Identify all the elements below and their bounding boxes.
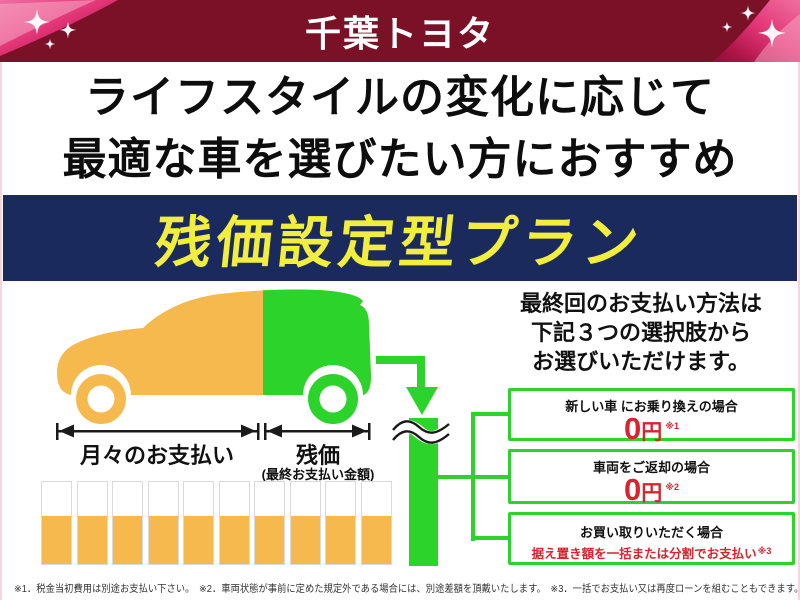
payment-bar [112,481,143,565]
note-ref: ※1 [665,421,679,431]
payment-bars [41,481,396,566]
monthly-payment-label: 月々のお支払い [79,443,234,468]
option-price: 0円 ※2 [511,474,792,511]
headline-line1: ライフスタイルの変化に応じて [85,72,715,122]
options-heading-line1: 最終回のお支払い方法は [519,291,762,316]
option-price: 0円 ※1 [511,413,792,450]
down-arrow-icon [376,356,438,415]
option-box-buyout: お買い取りいただく場合 据え置き額を一括または分割でお支払い※3 [508,512,795,565]
options-connector [437,412,508,541]
right-ribbon-icon [712,0,800,62]
header-bar: 千葉トヨタ [0,0,800,62]
price-value: 0 [623,411,642,446]
price-unit: 円 [641,421,663,444]
ribbon-decoration [0,0,800,62]
plan-banner: 残価設定型プラン [3,195,797,281]
payment-bar-fill [42,515,71,564]
options-heading-line2: 下記３つの選択肢から [530,320,751,346]
payment-bar [76,481,108,565]
option-box-trade-in: 新しい車 にお乗り換えの場合 0円 ※1 [508,388,795,444]
residual-label: 残価 [295,443,340,468]
sparkle-icons [24,5,787,50]
options-heading: 最終回のお支払い方法は 下記３つの選択肢から お選びいただけます。 [502,289,780,376]
headline: ライフスタイルの変化に応じて 最適な車を選びたい方におすすめ [0,62,800,195]
option-detail: 据え置き額を一括または分割でお支払い※3 [511,543,792,562]
payment-bar [289,481,321,565]
payment-bar-fill [148,515,178,564]
payment-bar-fill [290,515,320,564]
left-ribbon-icon [0,0,118,56]
diagram-area: 月々のお支払い 残価 (最終お支払い金額) 最終回のお支払い方法は 下記３つの選… [0,281,800,575]
detail-text: 据え置き額を一括または分割でお支払い [531,547,757,561]
left-page-border [0,62,2,600]
option-condition: 新しい車 にお乗り換えの場合 [565,399,738,414]
front-wheel-icon [76,374,126,424]
payment-bar-fill [361,515,391,564]
option-condition: お買い取りいただく場合 [579,525,723,540]
options-heading-line3: お選びいただけます。 [532,349,750,375]
payment-bar-fill [77,515,107,564]
plan-banner-title: 残価設定型プラン [152,210,647,274]
rear-wheel-icon [308,374,358,424]
option-condition: 車両をご返却の場合 [592,460,710,475]
payment-bar [325,481,356,565]
note-ref: ※2 [665,482,679,492]
car-illustration [57,289,371,424]
payment-bar-fill [219,515,249,564]
note-ref: ※3 [757,546,772,556]
payment-bar [41,481,72,565]
payment-bar [183,481,214,565]
payment-bar-fill [113,515,142,564]
dealer-logo: 千葉トヨタ [304,13,495,54]
payment-bar-fill [326,515,355,564]
right-page-border [798,62,800,600]
headline-line2: 最適な車を選びたい方におすすめ [62,134,738,184]
footnotes: ※1．税金当初費用は別途お支払い下さい。 ※2．車両状態が事前に定めた規定外であ… [0,575,800,600]
residual-bar [409,418,438,566]
payment-bar [218,481,250,565]
price-value: 0 [623,472,642,507]
payment-bar-fill [255,515,284,564]
price-unit: 円 [641,482,663,505]
footnotes-text: ※1．税金当初費用は別途お支払い下さい。 ※2．車両状態が事前に定めた規定外であ… [14,584,800,595]
payment-bar [147,481,179,565]
option-box-return: 車両をご返却の場合 0円 ※2 [508,449,795,505]
residual-sublabel: (最終お支払い金額) [261,467,375,482]
payment-bar [360,481,392,565]
payment-bar [254,481,285,565]
payment-bar-fill [184,515,213,564]
